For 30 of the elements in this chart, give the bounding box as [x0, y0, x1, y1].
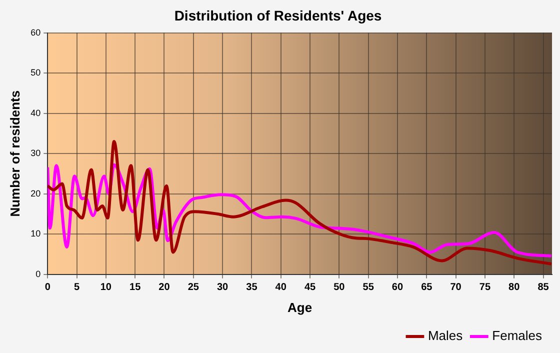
- x-tick-label: 60: [392, 282, 404, 294]
- y-tick-label: 60: [30, 27, 41, 38]
- y-tick-label: 20: [30, 188, 41, 198]
- x-tick-label: 55: [362, 282, 374, 294]
- x-tick-label: 0: [44, 282, 51, 294]
- y-tick-label: 40: [30, 108, 41, 118]
- legend-label: Females: [492, 328, 542, 344]
- y-tick-label: 10: [30, 228, 41, 239]
- x-tick-label: 15: [130, 282, 142, 294]
- x-tick-label: 25: [188, 282, 200, 294]
- x-tick-label: 65: [421, 282, 433, 294]
- x-tick-label: 80: [508, 282, 520, 294]
- x-tick-label: 30: [216, 282, 229, 294]
- y-tick-label: 0: [36, 268, 41, 279]
- x-tick-label: 5: [74, 282, 80, 294]
- x-tick-label: 85: [538, 282, 550, 294]
- x-tick-label: 45: [304, 282, 316, 294]
- y-axis-title: Number of residents: [7, 90, 22, 217]
- x-tick-label: 70: [450, 282, 462, 294]
- chart-title: Distribution of Residents' Ages: [174, 7, 382, 24]
- x-tick-label: 50: [334, 282, 346, 294]
- x-tick-label: 35: [246, 282, 258, 294]
- x-tick-label: 10: [100, 282, 112, 294]
- y-tick-label: 30: [30, 148, 41, 158]
- x-tick-label: 40: [275, 282, 287, 294]
- legend-label: Males: [428, 328, 464, 344]
- x-tick-label: 20: [158, 282, 170, 294]
- x-tick-label: 75: [479, 282, 491, 294]
- x-axis-title: Age: [288, 300, 312, 315]
- y-tick-label: 50: [30, 68, 41, 78]
